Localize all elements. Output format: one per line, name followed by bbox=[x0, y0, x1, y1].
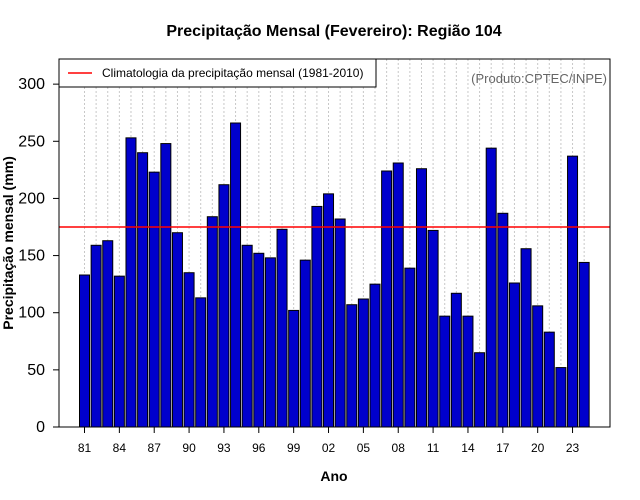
bar-1981 bbox=[79, 274, 90, 428]
bar-1993 bbox=[218, 184, 230, 428]
y-tick-label: 50 bbox=[27, 362, 45, 379]
bar-2004 bbox=[346, 304, 358, 428]
bar-2021 bbox=[543, 331, 555, 428]
bar-1992 bbox=[206, 216, 218, 428]
x-tick-label: 90 bbox=[182, 441, 196, 455]
x-axis: 81 84 87 90 93 96 99 02 05 08 11 14 17 20 23 bbox=[78, 427, 580, 455]
x-tick-label: 81 bbox=[78, 441, 92, 455]
bar-1985 bbox=[125, 137, 137, 428]
bar-2023 bbox=[567, 155, 579, 428]
bar-2016 bbox=[485, 147, 497, 428]
bar-2020 bbox=[532, 305, 544, 428]
x-tick-label: 08 bbox=[392, 441, 406, 455]
bar-1984 bbox=[113, 275, 125, 428]
x-tick-label: 02 bbox=[322, 441, 336, 455]
bar-2009 bbox=[404, 267, 416, 428]
bar-2022 bbox=[555, 367, 567, 428]
bar-2013 bbox=[450, 292, 462, 428]
y-tick-label: 300 bbox=[18, 76, 45, 93]
bar-2017 bbox=[497, 212, 509, 428]
bar-1982 bbox=[90, 244, 102, 428]
bar-1983 bbox=[102, 240, 114, 428]
y-tick-label: 100 bbox=[18, 305, 45, 322]
bar-2015 bbox=[474, 352, 486, 428]
bar-2006 bbox=[369, 283, 381, 428]
y-tick-label: 0 bbox=[36, 419, 45, 436]
bar-2018 bbox=[508, 282, 520, 428]
credit-text: (Produto:CPTEC/INPE) bbox=[471, 71, 607, 86]
bar-2010 bbox=[415, 168, 427, 428]
bar-1998 bbox=[276, 228, 288, 428]
bar-1986 bbox=[137, 152, 149, 428]
x-tick-label: 17 bbox=[496, 441, 510, 455]
y-tick-label: 150 bbox=[18, 248, 45, 265]
bar-2024 bbox=[578, 261, 590, 428]
bar-1991 bbox=[195, 297, 207, 428]
bar-2001 bbox=[311, 205, 323, 428]
bar-1995 bbox=[241, 244, 253, 428]
x-tick-label: 05 bbox=[357, 441, 371, 455]
legend: Climatologia da precipitação mensal (198… bbox=[58, 58, 377, 88]
x-tick-label: 87 bbox=[148, 441, 162, 455]
bar-2014 bbox=[462, 315, 474, 428]
bar-2007 bbox=[381, 170, 393, 428]
bar-1999 bbox=[288, 309, 300, 428]
bar-2019 bbox=[520, 248, 532, 428]
bar-2012 bbox=[439, 315, 451, 428]
x-tick-label: 96 bbox=[252, 441, 266, 455]
x-tick-label: 99 bbox=[287, 441, 301, 455]
bar-1989 bbox=[171, 232, 183, 428]
bar-2003 bbox=[334, 218, 346, 428]
bar-1996 bbox=[253, 252, 265, 428]
x-tick-label: 93 bbox=[217, 441, 231, 455]
x-tick-label: 23 bbox=[566, 441, 580, 455]
bar-1994 bbox=[230, 122, 242, 428]
y-axis-title: Precipitação mensal (mm) bbox=[0, 156, 16, 330]
bar-2008 bbox=[392, 162, 404, 428]
bar-1988 bbox=[160, 143, 172, 428]
chart-title: Precipitação Mensal (Fevereiro): Região … bbox=[166, 23, 501, 40]
legend-box bbox=[58, 58, 377, 88]
bar-1990 bbox=[183, 272, 195, 428]
legend-label: Climatologia da precipitação mensal (198… bbox=[102, 66, 363, 80]
x-axis-title: Ano bbox=[320, 468, 347, 484]
bars bbox=[79, 122, 590, 428]
y-axis: 0 50 100 150 200 250 300 bbox=[18, 76, 59, 436]
bar-2002 bbox=[323, 193, 335, 428]
y-tick-label: 200 bbox=[18, 190, 45, 207]
bar-2011 bbox=[427, 229, 439, 428]
bar-2000 bbox=[299, 259, 311, 428]
x-tick-label: 11 bbox=[427, 441, 440, 455]
bar-2005 bbox=[357, 298, 369, 428]
bar-1997 bbox=[264, 257, 276, 428]
y-tick-label: 250 bbox=[18, 133, 45, 150]
x-tick-label: 14 bbox=[461, 441, 475, 455]
x-tick-label: 84 bbox=[113, 441, 127, 455]
bar-1987 bbox=[148, 171, 160, 428]
x-tick-label: 20 bbox=[531, 441, 545, 455]
